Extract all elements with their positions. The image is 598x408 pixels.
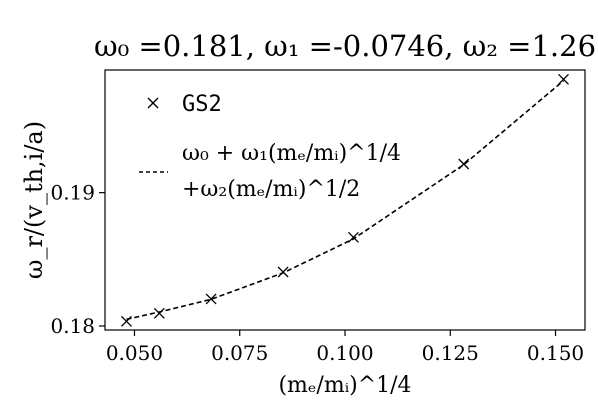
x-axis-label: (mₑ/mᵢ)^1/4 [278, 373, 411, 398]
gs2-point [558, 73, 569, 85]
gs2-point [277, 266, 289, 278]
chart-title: ω₀ =0.181, ω₁ =-0.0746, ω₂ =1.26 [94, 29, 596, 63]
gs2-point [458, 158, 470, 170]
x-tick-label: 0.100 [316, 341, 373, 365]
x-tick-label: 0.150 [527, 341, 584, 365]
y-tick-label: 0.19 [50, 181, 95, 205]
gs2-point [121, 315, 132, 327]
legend-label-fit-line-1: ω₀ + ω₁(mₑ/mᵢ)^1/4 [182, 141, 401, 166]
legend-label-gs2: GS2 [182, 92, 222, 117]
plot-series [121, 73, 569, 327]
gs2-point [347, 231, 359, 243]
y-axis-label: ω_r/(v_th,i/a) [20, 121, 48, 279]
gs2-point [205, 293, 217, 305]
legend-label-fit-line-2: +ω₂(mₑ/mᵢ)^1/2 [182, 177, 360, 202]
gs2-point [153, 307, 165, 319]
x-tick-label: 0.075 [211, 341, 268, 365]
x-tick-label: 0.125 [422, 341, 479, 365]
legend: GS2 ω₀ + ω₁(mₑ/mᵢ)^1/4 +ω₂(mₑ/mᵢ)^1/2 [139, 92, 401, 202]
legend-marker-gs2 [147, 97, 159, 109]
x-tick-label: 0.050 [106, 341, 163, 365]
y-tick-label: 0.18 [50, 314, 95, 338]
x-axis: 0.050 0.075 0.100 0.125 0.150 [106, 330, 584, 365]
y-axis: 0.18 0.19 [50, 181, 105, 338]
